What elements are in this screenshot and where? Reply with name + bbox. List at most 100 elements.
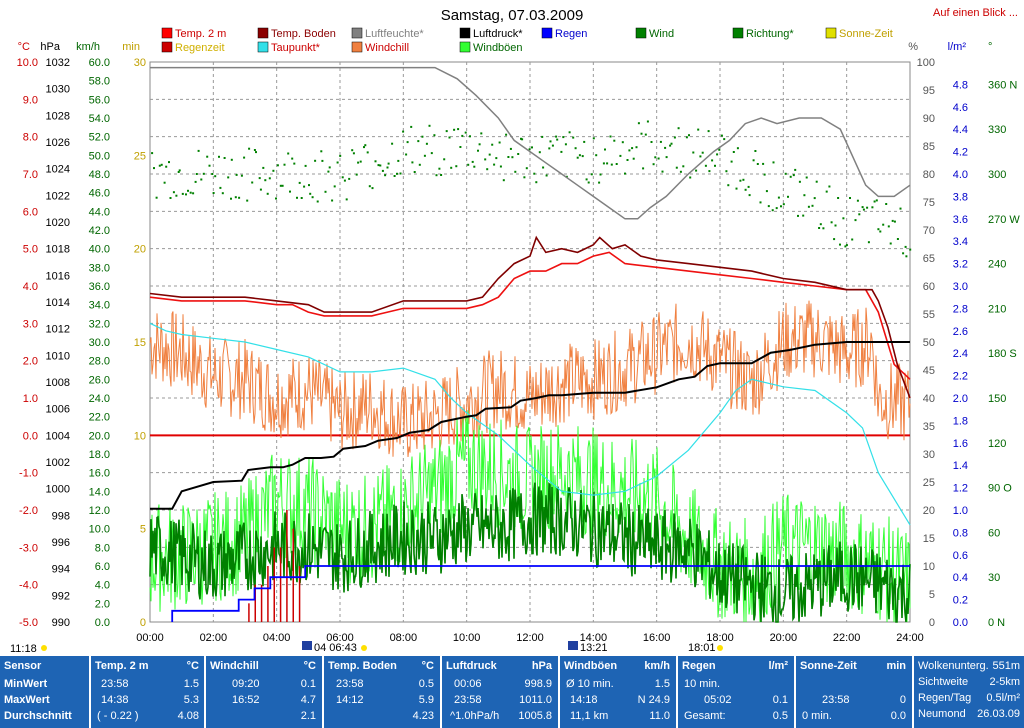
- rain-time-bar: [286, 510, 288, 622]
- direction-point: [430, 152, 433, 155]
- regen-head: Regen: [682, 660, 716, 672]
- quick-view-link[interactable]: Auf einen Blick ...: [933, 7, 1018, 19]
- legend-swatch: [732, 27, 744, 39]
- hpa-tick: 1026: [46, 137, 70, 149]
- lm2-tick: 0.0: [953, 617, 968, 629]
- celsius-tick: 2.0: [23, 356, 38, 368]
- kmh-tick: 18.0: [89, 449, 110, 461]
- direction-point: [255, 151, 257, 154]
- direction-point: [875, 199, 878, 202]
- direction-point: [293, 162, 296, 165]
- direction-point: [556, 138, 559, 141]
- direction-point: [882, 223, 885, 226]
- direction-point: [767, 205, 770, 208]
- stats-labels: Sensor MinWert MaxWert Durchschnitt: [4, 656, 90, 728]
- sunrise-marker-icon: [302, 641, 312, 650]
- stats-temp2m: Temp. 2 m °C 23:58 1.5 14:38 5.3 ( - 0.22 …: [93, 656, 203, 728]
- x-tick: 06:00: [326, 632, 354, 644]
- direction-point: [862, 208, 865, 211]
- direction-point: [599, 173, 602, 176]
- direction-point: [562, 136, 565, 139]
- direction-point: [477, 149, 479, 152]
- min-tick: 25: [134, 150, 146, 162]
- druck-unit: hPa: [531, 660, 552, 672]
- x-tick: 24:00: [896, 632, 924, 644]
- stats-divider: [89, 656, 91, 728]
- regen-r1a: 10 min.: [684, 678, 721, 690]
- direction-point: [619, 154, 622, 157]
- direction-point: [744, 188, 747, 191]
- sensor-label: Sensor: [4, 660, 42, 672]
- direction-point: [469, 135, 471, 138]
- hpa-tick: 1008: [46, 377, 70, 389]
- kmh-tick: 8.0: [95, 542, 110, 554]
- direction-point: [181, 192, 184, 195]
- percent-tick: 90: [923, 113, 935, 125]
- direction-point: [355, 173, 358, 176]
- direction-point: [807, 205, 810, 208]
- kmh-tick: 2.0: [95, 598, 110, 610]
- boden-min-val: 0.5: [418, 678, 434, 690]
- kmh-tick: 26.0: [89, 374, 110, 386]
- noon-marker-icon: [568, 641, 578, 650]
- stats-divider: [322, 656, 324, 728]
- legend-label: Richtung*: [746, 28, 794, 40]
- direction-point: [212, 192, 215, 194]
- percent-tick: 55: [923, 309, 935, 321]
- boeen-r1a: Ø 10 min.: [566, 678, 614, 690]
- boeen-r1b: 1.5: [654, 678, 670, 690]
- legend-swatch: [635, 27, 647, 39]
- direction-point: [574, 147, 577, 150]
- min-tick: 30: [134, 57, 146, 69]
- degree-tick: 0 N: [988, 617, 1005, 629]
- direction-point: [491, 143, 494, 146]
- lm2-tick: 2.4: [953, 348, 968, 360]
- direction-point: [533, 172, 536, 175]
- kmh-tick: 40.0: [89, 244, 110, 256]
- hpa-tick: 1022: [46, 190, 70, 202]
- kmh-unit: km/h: [76, 41, 100, 53]
- hpa-tick: 996: [52, 537, 70, 549]
- direction-point: [433, 134, 436, 137]
- direction-point: [359, 160, 362, 163]
- direction-point: [877, 228, 880, 231]
- direction-point: [730, 160, 733, 163]
- windchill-max-val: 4.7: [300, 694, 316, 706]
- degree-tick: 300: [988, 169, 1006, 181]
- kmh-tick: 4.0: [95, 580, 110, 592]
- hpa-tick: 1004: [46, 430, 70, 442]
- hpa-tick: 992: [52, 590, 70, 602]
- kmh-tick: 20.0: [89, 430, 110, 442]
- stats-divider: [912, 656, 914, 728]
- direction-point: [421, 135, 424, 138]
- direction-point: [480, 132, 483, 135]
- direction-point: [200, 178, 203, 181]
- x-tick: 14:00: [580, 632, 608, 644]
- direction-point: [576, 156, 579, 159]
- stats-druck: Luftdruck hPa 00:06 998.9 23:58 1011.0 ^1.…: [444, 656, 556, 728]
- direction-point: [560, 150, 563, 153]
- stats-divider: [440, 656, 442, 728]
- direction-point: [624, 172, 626, 175]
- kmh-tick: 58.0: [89, 76, 110, 88]
- kmh-tick: 32.0: [89, 318, 110, 330]
- direction-point: [893, 220, 896, 223]
- direction-point: [879, 230, 882, 233]
- percent-tick: 60: [923, 281, 935, 293]
- direction-point: [564, 143, 567, 146]
- direction-point: [165, 165, 168, 168]
- stats-divider: [204, 656, 206, 728]
- boden-avg-val: 4.23: [412, 710, 434, 722]
- stats-extra: Wolkenunterg. 551m Sichtweite 2-5km Regen/…: [916, 656, 1022, 728]
- extra-r1a: Wolkenunterg.: [918, 660, 989, 672]
- stats-divider: [676, 656, 678, 728]
- boden-max-val: 5.9: [418, 694, 434, 706]
- direction-point: [585, 178, 588, 181]
- direction-point: [707, 130, 710, 133]
- direction-point: [507, 156, 510, 158]
- sonne-head: Sonne-Zeit: [800, 660, 857, 672]
- windchill-max-time: 16:52: [232, 694, 260, 706]
- direction-point: [688, 134, 690, 137]
- direction-point: [484, 158, 487, 161]
- direction-point: [784, 172, 787, 175]
